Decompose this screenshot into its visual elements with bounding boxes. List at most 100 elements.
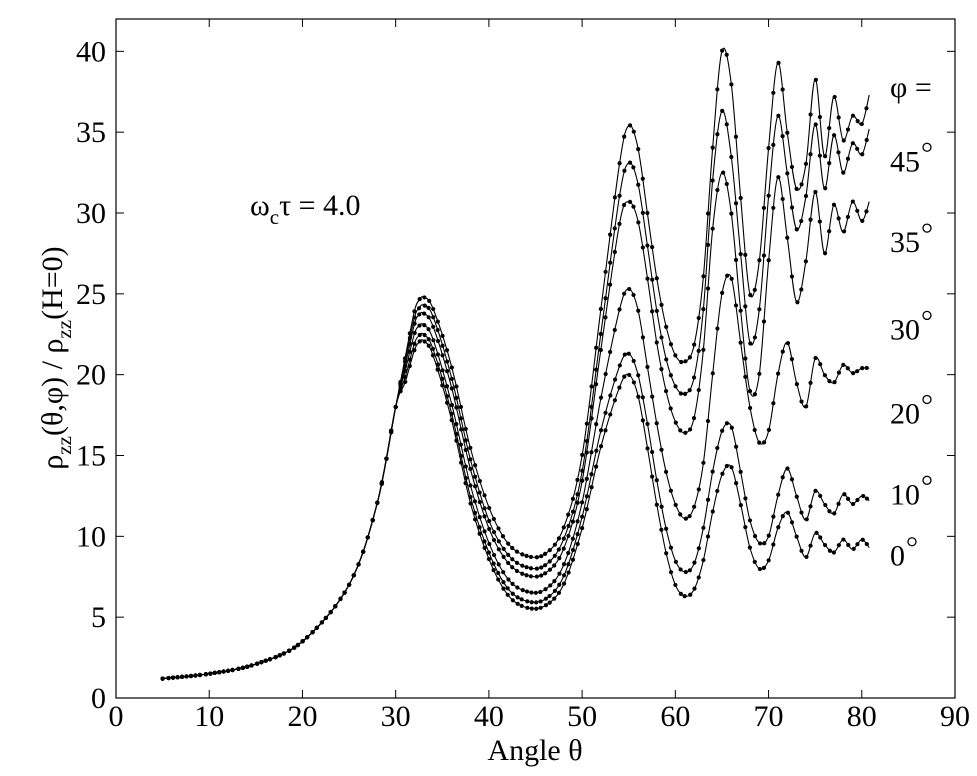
data-point (724, 463, 729, 469)
data-point (589, 416, 594, 421)
x-tick-label: 60 (660, 700, 690, 733)
data-point (803, 259, 808, 264)
data-point (818, 362, 823, 367)
data-point (398, 389, 403, 394)
data-point (598, 331, 603, 337)
data-point (766, 193, 771, 198)
data-point (617, 221, 622, 226)
data-point (496, 526, 501, 531)
data-point (808, 380, 813, 385)
data-point (734, 481, 739, 486)
data-point (528, 554, 534, 560)
data-point (612, 377, 618, 382)
data-point (808, 543, 813, 548)
data-point (580, 514, 585, 519)
data-point (543, 596, 548, 601)
legend-label-number: 10 (890, 478, 920, 511)
data-point (799, 510, 804, 515)
data-point (338, 596, 343, 601)
data-point (622, 168, 627, 173)
data-point (449, 402, 455, 408)
data-point (743, 374, 748, 379)
data-point (472, 474, 478, 479)
data-point (827, 379, 832, 384)
data-point (333, 604, 338, 609)
data-point (734, 444, 739, 449)
data-point (538, 599, 543, 604)
data-point (524, 573, 529, 578)
data-point (841, 229, 847, 234)
degree-symbol (922, 475, 932, 485)
data-point (701, 274, 706, 279)
data-point (640, 335, 646, 340)
data-point (832, 380, 837, 385)
data-point (594, 464, 599, 469)
data-point (445, 359, 450, 364)
annotation-rest: τ = 4.0 (279, 189, 360, 222)
data-point (659, 302, 664, 307)
data-point (761, 253, 767, 258)
data-point (608, 232, 613, 237)
data-point (785, 466, 790, 471)
data-point (561, 546, 566, 551)
y-tick-label: 5 (91, 601, 106, 634)
data-point (501, 580, 506, 585)
data-point (525, 605, 530, 610)
degree-symbol (922, 142, 932, 152)
data-point (654, 276, 659, 281)
data-point (212, 670, 217, 676)
data-point (226, 668, 231, 673)
data-point (534, 606, 539, 611)
data-point (827, 125, 832, 131)
data-point (785, 171, 790, 176)
data-point (435, 327, 440, 333)
data-point (687, 514, 692, 519)
data-point (729, 154, 734, 160)
data-point (836, 216, 841, 221)
data-point (538, 589, 543, 595)
data-point (710, 509, 715, 514)
data-point (705, 242, 711, 247)
legend-label-0: 0 (890, 540, 905, 573)
data-point (314, 625, 319, 631)
data-point (640, 176, 645, 181)
data-point (855, 146, 860, 151)
data-point (654, 308, 659, 313)
data-point (440, 343, 445, 348)
data-point (431, 315, 436, 320)
data-point (733, 257, 739, 263)
data-point (557, 582, 562, 587)
data-point (654, 421, 659, 426)
data-point (534, 600, 539, 605)
data-point (435, 367, 440, 372)
data-point (236, 666, 241, 671)
data-point (292, 645, 297, 650)
data-point (175, 675, 180, 680)
data-point (757, 258, 762, 263)
data-point (506, 560, 511, 566)
data-point (417, 312, 422, 317)
x-tick-label: 50 (567, 700, 597, 733)
data-point (444, 384, 450, 389)
data-point (584, 421, 589, 426)
data-point (589, 384, 594, 389)
data-point (771, 542, 776, 547)
data-point (720, 108, 725, 113)
data-point (813, 189, 818, 195)
data-point (160, 676, 165, 681)
data-point (842, 492, 847, 497)
data-point (603, 371, 608, 377)
data-point (361, 549, 366, 554)
data-point (570, 536, 575, 541)
data-point (692, 504, 697, 509)
data-point (860, 152, 865, 157)
data-point (687, 568, 692, 573)
data-point (570, 496, 576, 501)
data-point (547, 600, 552, 605)
data-point (673, 384, 678, 389)
data-point (445, 369, 450, 374)
data-point (654, 478, 659, 483)
data-point (696, 348, 701, 353)
data-point (780, 349, 785, 354)
data-point (817, 153, 822, 158)
